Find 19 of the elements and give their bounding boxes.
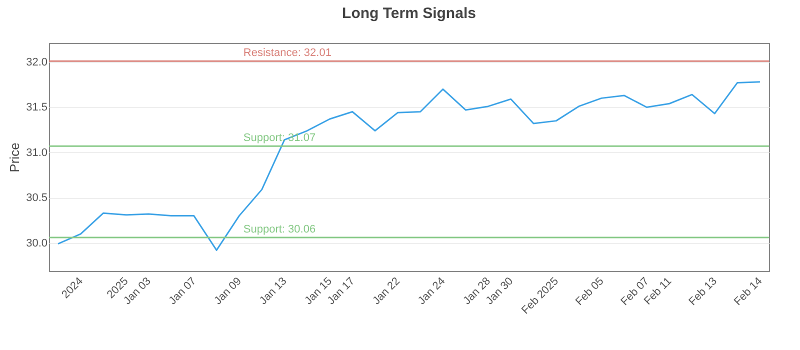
y-tick-label: 30.0 — [26, 237, 48, 250]
x-tick-label: Jan 09 — [212, 275, 244, 308]
line-series — [57, 81, 761, 251]
y-axis-title: Price — [7, 142, 22, 172]
ref-line-label: Support: 31.07 — [243, 132, 316, 144]
x-tick-label: Feb 13 — [686, 275, 720, 308]
ref-line-label: Resistance: 32.01 — [243, 47, 332, 60]
y-tick-label: 31.5 — [26, 102, 48, 114]
chart-title: Long Term Signals — [342, 5, 476, 22]
x-tick-label: Jan 07 — [166, 275, 199, 308]
y-tick-label: 32.0 — [26, 56, 48, 68]
ref-line-label: Support: 30.06 — [243, 224, 316, 236]
x-tick-label: Jan 24 — [416, 275, 448, 308]
x-tick-label: Jan 13 — [257, 275, 290, 308]
y-tick-label: 31.0 — [26, 146, 48, 159]
y-tick-label: 30.5 — [26, 192, 48, 204]
x-tick-label: Feb 05 — [573, 275, 606, 308]
x-tick-label: Feb 14 — [732, 275, 765, 308]
x-tick-label: Jan 22 — [370, 275, 402, 308]
